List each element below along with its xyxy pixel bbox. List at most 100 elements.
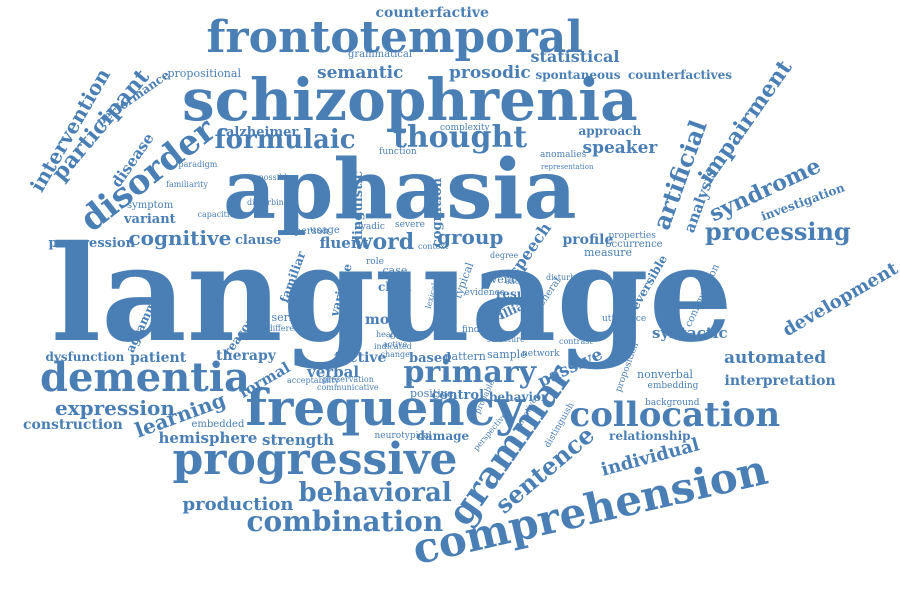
cloud-word-group: group xyxy=(437,225,504,249)
cloud-word-production: production xyxy=(182,494,294,515)
cloud-word-counterfactives: counterfactives xyxy=(628,68,732,82)
cloud-word-finding: finding xyxy=(462,324,494,335)
cloud-word-propositional: propositional xyxy=(167,66,241,80)
cloud-word-communicative: communicative xyxy=(317,383,379,392)
cloud-word-behavioral: behavioral xyxy=(298,478,452,508)
cloud-word-positive: positive xyxy=(410,386,454,400)
cloud-word-structure: structure xyxy=(487,335,525,344)
cloud-word-development: development xyxy=(778,258,900,341)
cloud-word-fluent: fluent xyxy=(319,233,369,252)
cloud-word-speaker: speaker xyxy=(582,137,658,158)
cloud-word-primary: primary xyxy=(403,355,537,390)
cloud-word-network: network xyxy=(522,348,560,359)
cloud-word-anomalies: anomalies xyxy=(540,149,587,160)
cloud-word-variant: variant xyxy=(124,211,176,227)
cloud-word-bvftd: bvftd xyxy=(481,312,503,321)
cloud-word-aphasia: aphasia xyxy=(223,142,577,238)
cloud-word-expression: expression xyxy=(55,396,175,420)
cloud-word-statistical: statistical xyxy=(530,47,620,66)
cloud-word-alzheimer: alzheimer xyxy=(226,124,299,140)
cloud-word-context: context xyxy=(418,242,449,251)
cloud-word-relationship: relationship xyxy=(609,429,691,443)
cloud-word-order: order xyxy=(389,328,421,342)
cloud-word-background: background xyxy=(645,397,700,408)
cloud-word-frontotemporal: frontotemporal xyxy=(206,12,584,63)
cloud-word-progression: progression xyxy=(48,235,136,251)
cloud-word-dyadic: dyadic xyxy=(355,221,385,232)
cloud-word-evidence: evidence xyxy=(464,287,506,298)
cloud-word-counterfactive: counterfactive xyxy=(375,5,489,21)
cloud-word-measure: measure xyxy=(584,245,632,259)
cloud-word-case: case xyxy=(382,263,408,277)
cloud-word-spontaneous: spontaneous xyxy=(535,68,621,82)
cloud-word-dysfunction: dysfunction xyxy=(45,350,125,364)
cloud-word-behavior: behavior xyxy=(489,390,548,404)
cloud-word-occurrence: occurrence xyxy=(605,239,663,250)
cloud-word-usage: usage xyxy=(310,225,340,236)
cloud-word-utterance: utterance xyxy=(602,313,647,324)
cloud-word-elicited: elicited xyxy=(505,277,535,286)
cloud-word-embedded: embedded xyxy=(191,419,245,430)
cloud-word-formulaic: formulaic xyxy=(214,125,356,155)
cloud-word-child: child xyxy=(378,280,412,294)
cloud-word-representation: representation xyxy=(541,162,594,171)
cloud-word-language: language xyxy=(51,217,733,372)
cloud-word-series: series xyxy=(271,310,305,324)
cloud-word-approach: approach xyxy=(578,124,642,138)
cloud-word-dementia: dementia xyxy=(40,354,250,401)
cloud-word-semantic: semantic xyxy=(317,62,404,83)
cloud-word-properties: properties xyxy=(608,230,656,241)
cloud-word-change: change xyxy=(380,350,410,359)
cloud-word-result: result xyxy=(496,287,536,301)
cloud-word-based: based xyxy=(409,350,452,366)
cloud-word-capacities: capacities xyxy=(197,210,239,219)
cloud-word-possible: possible xyxy=(258,173,292,182)
cloud-word-clause: clause xyxy=(235,232,282,248)
cloud-word-frequency: frequency xyxy=(245,378,525,437)
cloud-word-damage: damage xyxy=(416,429,470,443)
cloud-word-preservation: preservation xyxy=(322,375,374,384)
cloud-word-control: control xyxy=(431,387,485,403)
cloud-word-combination: combination xyxy=(246,505,444,538)
cloud-word-embedding: embedding xyxy=(647,380,699,391)
cloud-word-interpretation: interpretation xyxy=(724,373,836,389)
cloud-word-disturbance: disturbance xyxy=(546,273,595,282)
cloud-word-collocation: collocation xyxy=(569,395,781,435)
cloud-word-disturbing: disturbing xyxy=(247,198,289,207)
cloud-word-healthy: healthy xyxy=(376,330,407,339)
cloud-word-syntactic: syntactic xyxy=(652,323,728,342)
cloud-word-pattern: pattern xyxy=(444,349,486,363)
cloud-word-active: active xyxy=(383,340,408,349)
cloud-word-indicated: indicated xyxy=(374,342,412,351)
cloud-word-verbal: verbal xyxy=(307,362,360,381)
cloud-word-paradigm: paradigm xyxy=(178,160,218,169)
cloud-word-event: event xyxy=(484,272,516,286)
cloud-word-thought: thought xyxy=(393,120,528,155)
cloud-word-word: word xyxy=(353,229,415,255)
cloud-word-construction: construction xyxy=(23,417,123,433)
cloud-word-strength: strength xyxy=(262,430,335,449)
cloud-word-schizophrenia: schizophrenia xyxy=(182,66,638,134)
cloud-word-symptom: symptom xyxy=(127,200,174,211)
cloud-word-hemisphere: hemisphere xyxy=(158,428,258,447)
cloud-word-profile: profile xyxy=(562,232,614,248)
cloud-word-more: more xyxy=(365,312,406,328)
cloud-word-severe: severe xyxy=(395,219,425,230)
cloud-word-neurotypical: neurotypical xyxy=(374,430,432,441)
cloud-word-cognitive: cognitive xyxy=(128,226,232,250)
cloud-word-degree: degree xyxy=(490,251,519,260)
cloud-word-grammatical: grammatical xyxy=(348,49,413,60)
cloud-word-patient: patient xyxy=(130,350,187,366)
cloud-word-difference: difference xyxy=(267,324,309,333)
cloud-word-automated: automated xyxy=(724,347,827,368)
cloud-word-complexity: complexity xyxy=(440,122,490,133)
cloud-word-sample: sample xyxy=(487,347,527,361)
cloud-word-factive: factive xyxy=(334,350,387,366)
cloud-word-role: role xyxy=(366,256,384,267)
cloud-word-person: person xyxy=(294,226,330,237)
cloud-word-prosodic: prosodic xyxy=(449,62,531,83)
cloud-word-contrast: contrast xyxy=(559,337,593,346)
cloud-word-familiarity: familiarity xyxy=(166,180,208,189)
cloud-word-cue: cue xyxy=(390,272,407,283)
